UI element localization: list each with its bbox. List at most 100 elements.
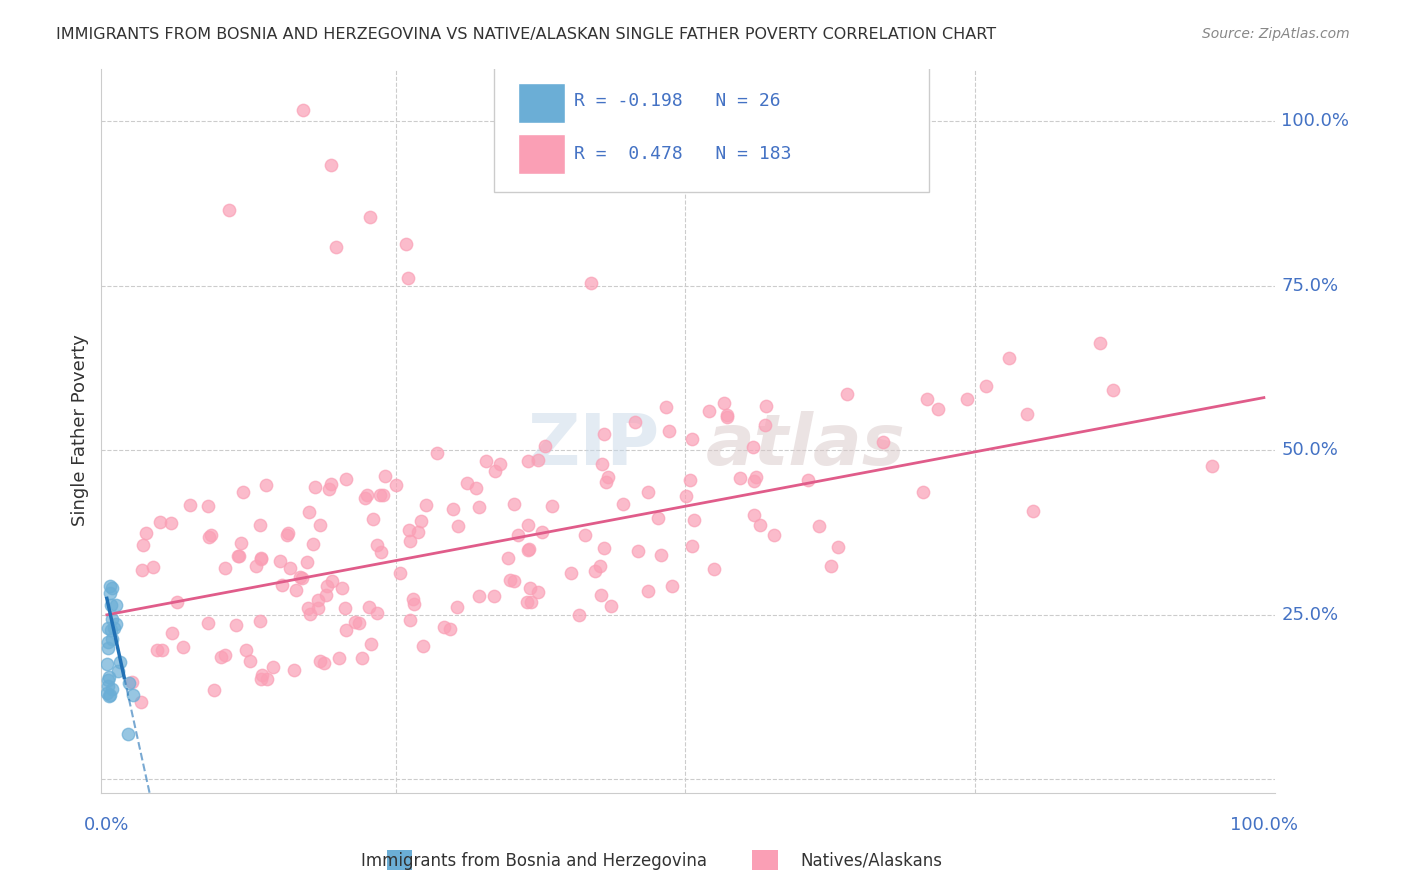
Point — [742, 440, 765, 454]
Point — [713, 396, 735, 410]
Point — [716, 410, 738, 425]
Point — [107, 664, 129, 678]
Point — [249, 550, 271, 565]
Point — [749, 518, 772, 533]
Point — [344, 615, 367, 629]
Point — [249, 518, 271, 533]
Point — [214, 648, 236, 663]
Point — [1088, 336, 1111, 351]
FancyBboxPatch shape — [495, 65, 929, 192]
Text: ZIP: ZIP — [529, 410, 661, 480]
Point — [681, 539, 703, 553]
Point — [298, 607, 321, 622]
Point — [100, 598, 122, 612]
Point — [307, 601, 329, 615]
Point — [595, 475, 617, 490]
Point — [198, 530, 221, 544]
Point — [361, 511, 384, 525]
Point — [101, 681, 124, 696]
Point — [97, 679, 120, 693]
Point — [231, 536, 253, 550]
Point — [309, 518, 332, 533]
Point — [179, 498, 201, 512]
Point — [122, 689, 145, 703]
Point — [277, 525, 299, 540]
Point — [745, 470, 768, 484]
Point — [117, 727, 139, 741]
Point — [232, 485, 254, 500]
Point — [335, 624, 357, 638]
Point — [433, 620, 456, 634]
Point — [96, 657, 118, 672]
FancyBboxPatch shape — [517, 83, 565, 123]
Point — [742, 508, 765, 523]
Point — [404, 597, 426, 611]
Point — [409, 514, 432, 528]
Point — [593, 427, 616, 442]
Point — [568, 608, 591, 623]
Point — [360, 637, 382, 651]
Point — [245, 558, 267, 573]
Point — [412, 640, 434, 654]
Point — [271, 578, 294, 592]
Point — [301, 537, 323, 551]
Point — [465, 481, 488, 495]
Point — [531, 524, 554, 539]
Point — [754, 417, 776, 432]
Text: 100.0%: 100.0% — [1281, 112, 1350, 130]
Point — [100, 624, 122, 638]
Point — [468, 500, 491, 514]
Point — [703, 562, 725, 576]
Point — [541, 500, 564, 514]
Point — [256, 673, 278, 687]
Text: R =  0.478   N = 183: R = 0.478 N = 183 — [574, 145, 792, 163]
Point — [319, 158, 342, 172]
Point — [249, 614, 271, 628]
Point — [101, 581, 124, 595]
Point — [517, 518, 540, 533]
Point — [872, 435, 894, 450]
Point — [101, 632, 124, 647]
Point — [97, 622, 120, 636]
Point — [583, 564, 606, 578]
Point — [166, 594, 188, 608]
Point — [350, 651, 373, 665]
Point — [589, 588, 612, 602]
Point — [974, 379, 997, 393]
Point — [600, 599, 623, 614]
Point — [135, 526, 157, 541]
Point — [439, 622, 461, 636]
Point — [97, 673, 120, 688]
Text: R = -0.198   N = 26: R = -0.198 N = 26 — [574, 92, 780, 110]
Point — [278, 561, 301, 575]
Point — [214, 561, 236, 575]
Point — [98, 688, 121, 702]
Point — [506, 528, 529, 542]
Point — [291, 571, 314, 585]
Point — [328, 651, 350, 665]
Point — [384, 477, 406, 491]
Point — [359, 211, 381, 225]
Point — [927, 401, 949, 416]
Point — [374, 468, 396, 483]
Point — [269, 554, 291, 568]
Point — [675, 489, 697, 503]
Point — [520, 594, 543, 608]
Text: Immigrants from Bosnia and Herzegovina: Immigrants from Bosnia and Herzegovina — [361, 852, 707, 870]
Point — [131, 563, 153, 577]
Point — [108, 655, 131, 669]
Point — [333, 601, 356, 615]
Point — [496, 551, 519, 566]
Point — [589, 559, 612, 574]
Point — [356, 488, 378, 502]
Point — [679, 473, 702, 487]
Point — [456, 475, 478, 490]
Point — [955, 392, 977, 407]
Point — [226, 549, 249, 564]
Point — [447, 519, 470, 533]
Point — [225, 618, 247, 632]
Point — [262, 660, 284, 674]
Point — [131, 538, 153, 552]
Point — [807, 519, 830, 533]
Point — [716, 408, 738, 422]
